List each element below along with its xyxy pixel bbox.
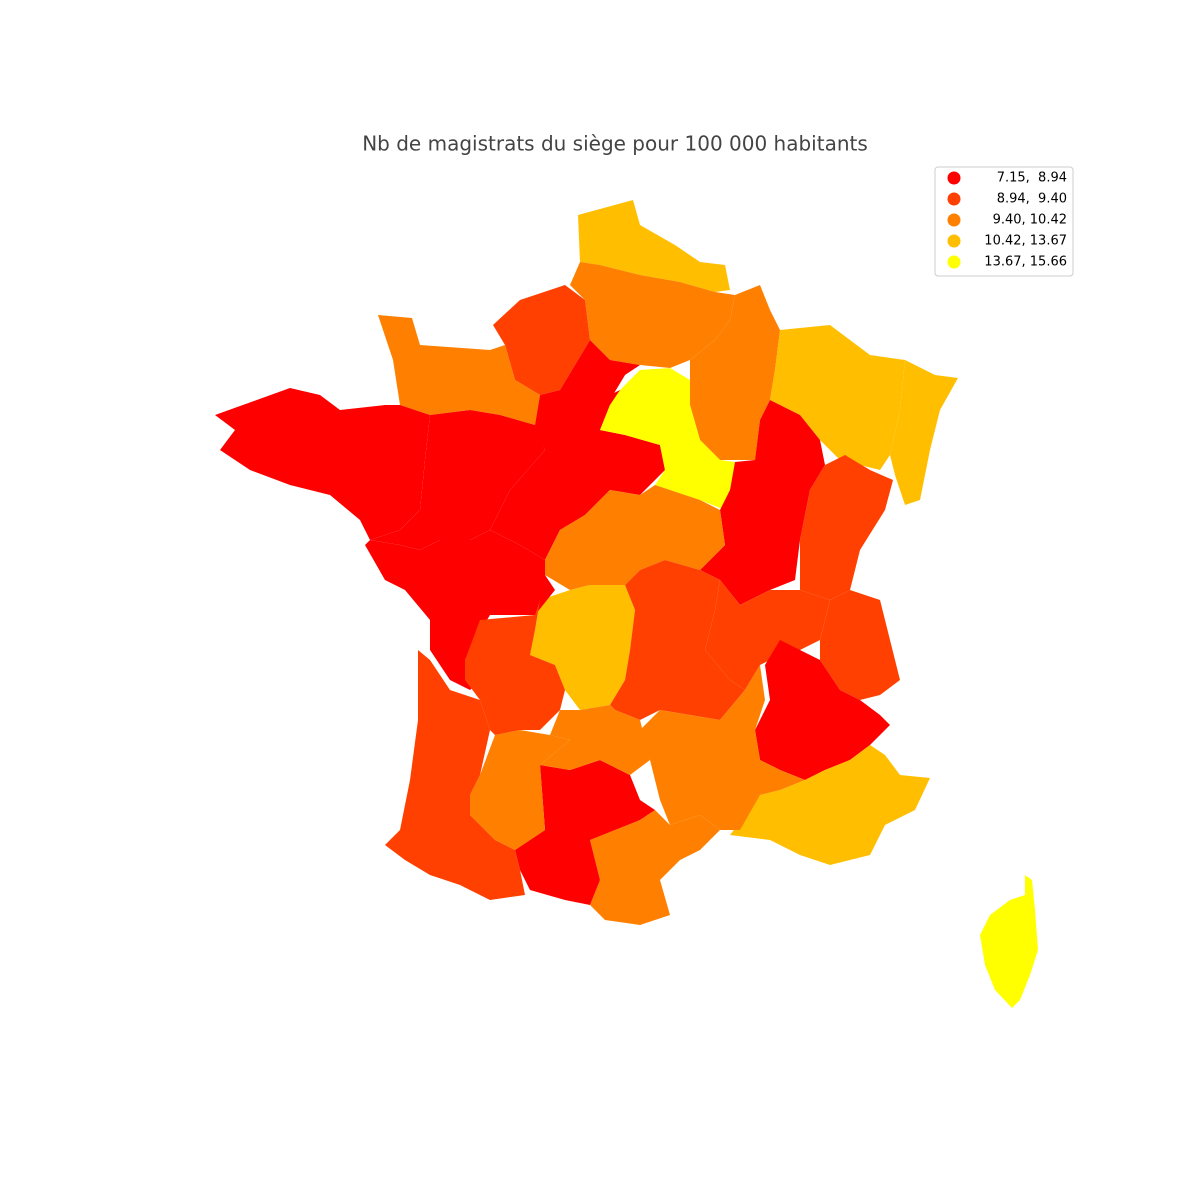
region [215,388,430,540]
region [640,665,805,830]
region [730,745,930,865]
region [800,455,893,600]
region [490,390,665,560]
region [590,810,720,925]
region [470,730,570,850]
region [600,368,735,510]
region [465,600,565,735]
region [610,560,745,720]
legend-marker [947,234,961,248]
region [378,315,540,425]
region [690,285,780,460]
legend-label: 8.94, 9.40 [997,192,1067,207]
region [570,262,735,368]
legend-label: 10.42, 13.67 [984,234,1067,249]
region [365,530,555,690]
region [700,400,825,605]
region [705,580,830,690]
legend-marker [947,192,961,206]
legend-label: 13.67, 15.66 [984,255,1067,270]
region [770,325,905,470]
legend-label: 7.15, 8.94 [997,171,1067,186]
region [540,705,650,775]
regions [215,200,1038,1008]
region [535,340,640,455]
region [493,285,590,395]
region [515,760,655,905]
legend-marker [947,213,961,227]
region [545,485,725,590]
region [385,650,525,900]
legend-box [934,166,1074,277]
region [530,585,635,710]
legend-marker [947,255,961,269]
region [980,875,1038,1008]
region [755,640,890,780]
legend-label: 9.40, 10.42 [993,213,1067,228]
legend: 7.15, 8.94 8.94, 9.40 9.40, 10.42 10.42, 13… [934,166,1074,277]
map-title: Nb de magistrats du siège pour 100 000 h… [362,132,868,156]
region [890,360,958,505]
legend-marker [947,171,961,185]
region [370,410,545,550]
region [820,590,900,700]
